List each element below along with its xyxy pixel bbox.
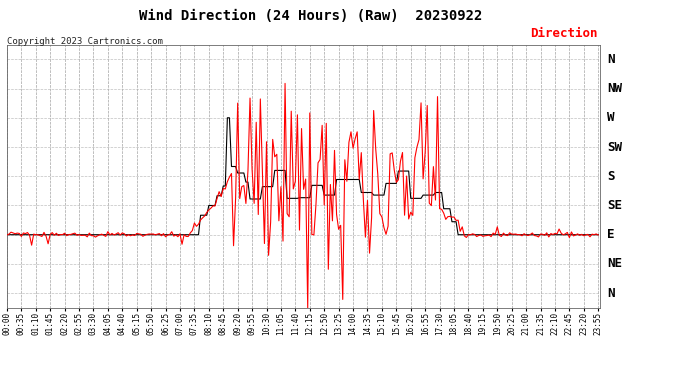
Text: W: W [607, 111, 615, 124]
Text: N: N [607, 53, 615, 66]
Text: Copyright 2023 Cartronics.com: Copyright 2023 Cartronics.com [7, 38, 163, 46]
Text: E: E [607, 228, 615, 241]
Text: NW: NW [607, 82, 622, 95]
Text: Wind Direction (24 Hours) (Raw)  20230922: Wind Direction (24 Hours) (Raw) 20230922 [139, 9, 482, 22]
Text: S: S [607, 170, 615, 183]
Text: NE: NE [607, 258, 622, 270]
Text: N: N [607, 287, 615, 300]
Text: SE: SE [607, 199, 622, 212]
Text: Direction: Direction [530, 27, 598, 40]
Text: SW: SW [607, 141, 622, 153]
